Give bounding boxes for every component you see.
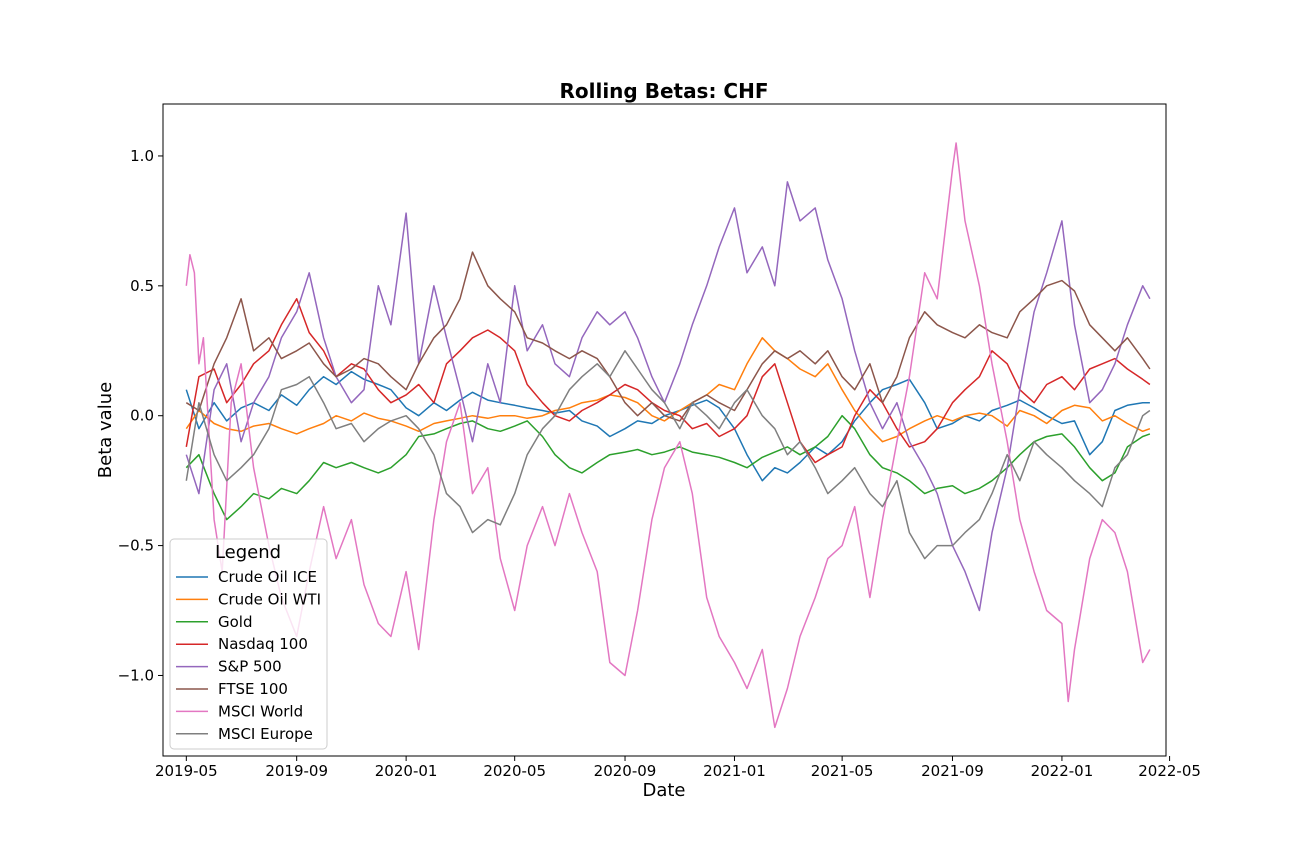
y-tick-label: 0.5 bbox=[130, 277, 154, 295]
x-tick-label: 2021-05 bbox=[811, 762, 874, 780]
legend: Legend Crude Oil ICE Crude Oil WTI Gold Nas… bbox=[169, 538, 328, 750]
x-tick-label: 2020-05 bbox=[483, 762, 546, 780]
x-tick-label: 2022-01 bbox=[1031, 762, 1094, 780]
y-tick-label: −0.5 bbox=[118, 537, 154, 555]
x-tick-label: 2019-09 bbox=[265, 762, 328, 780]
legend-label-0: Crude Oil ICE bbox=[218, 568, 317, 586]
series-line-7 bbox=[185, 350, 1151, 560]
series-line-5 bbox=[185, 251, 1151, 422]
y-tick-label: 1.0 bbox=[130, 147, 154, 165]
y-axis-label: Beta value bbox=[95, 382, 116, 478]
chart-title: Rolling Betas: CHF bbox=[559, 79, 768, 103]
series-layer bbox=[185, 142, 1151, 729]
legend-label-7: MSCI Europe bbox=[218, 725, 313, 743]
x-axis-ticks: 2019-05 2019-09 2020-01 2020-05 2020-09 2021-… bbox=[155, 756, 1201, 780]
y-tick-label: 0.0 bbox=[130, 407, 154, 425]
series-line-4 bbox=[185, 181, 1151, 612]
plot-area-frame bbox=[162, 103, 1167, 757]
legend-label-3: Nasdaq 100 bbox=[218, 635, 308, 653]
x-tick-label: 2021-09 bbox=[921, 762, 984, 780]
legend-entries: Crude Oil ICE Crude Oil WTI Gold Nasdaq 100… bbox=[176, 568, 321, 743]
legend-label-1: Crude Oil WTI bbox=[218, 590, 321, 608]
y-axis-ticks: 1.0 0.5 0.0 −0.5 −1.0 bbox=[118, 147, 163, 684]
x-tick-label: 2020-01 bbox=[375, 762, 438, 780]
series-line-2 bbox=[185, 414, 1151, 521]
y-tick-label: −1.0 bbox=[118, 666, 154, 684]
legend-box bbox=[169, 538, 328, 750]
x-axis-label: Date bbox=[642, 780, 685, 801]
x-tick-label: 2021-01 bbox=[703, 762, 766, 780]
legend-title: Legend bbox=[215, 542, 281, 563]
legend-label-6: MSCI World bbox=[218, 702, 303, 720]
legend-label-2: Gold bbox=[218, 613, 253, 631]
series-line-3 bbox=[185, 298, 1151, 464]
legend-label-4: S&P 500 bbox=[218, 658, 282, 676]
legend-label-5: FTSE 100 bbox=[218, 680, 288, 698]
x-tick-label: 2019-05 bbox=[155, 762, 218, 780]
x-tick-label: 2020-09 bbox=[594, 762, 657, 780]
x-tick-label: 2022-05 bbox=[1138, 762, 1201, 780]
